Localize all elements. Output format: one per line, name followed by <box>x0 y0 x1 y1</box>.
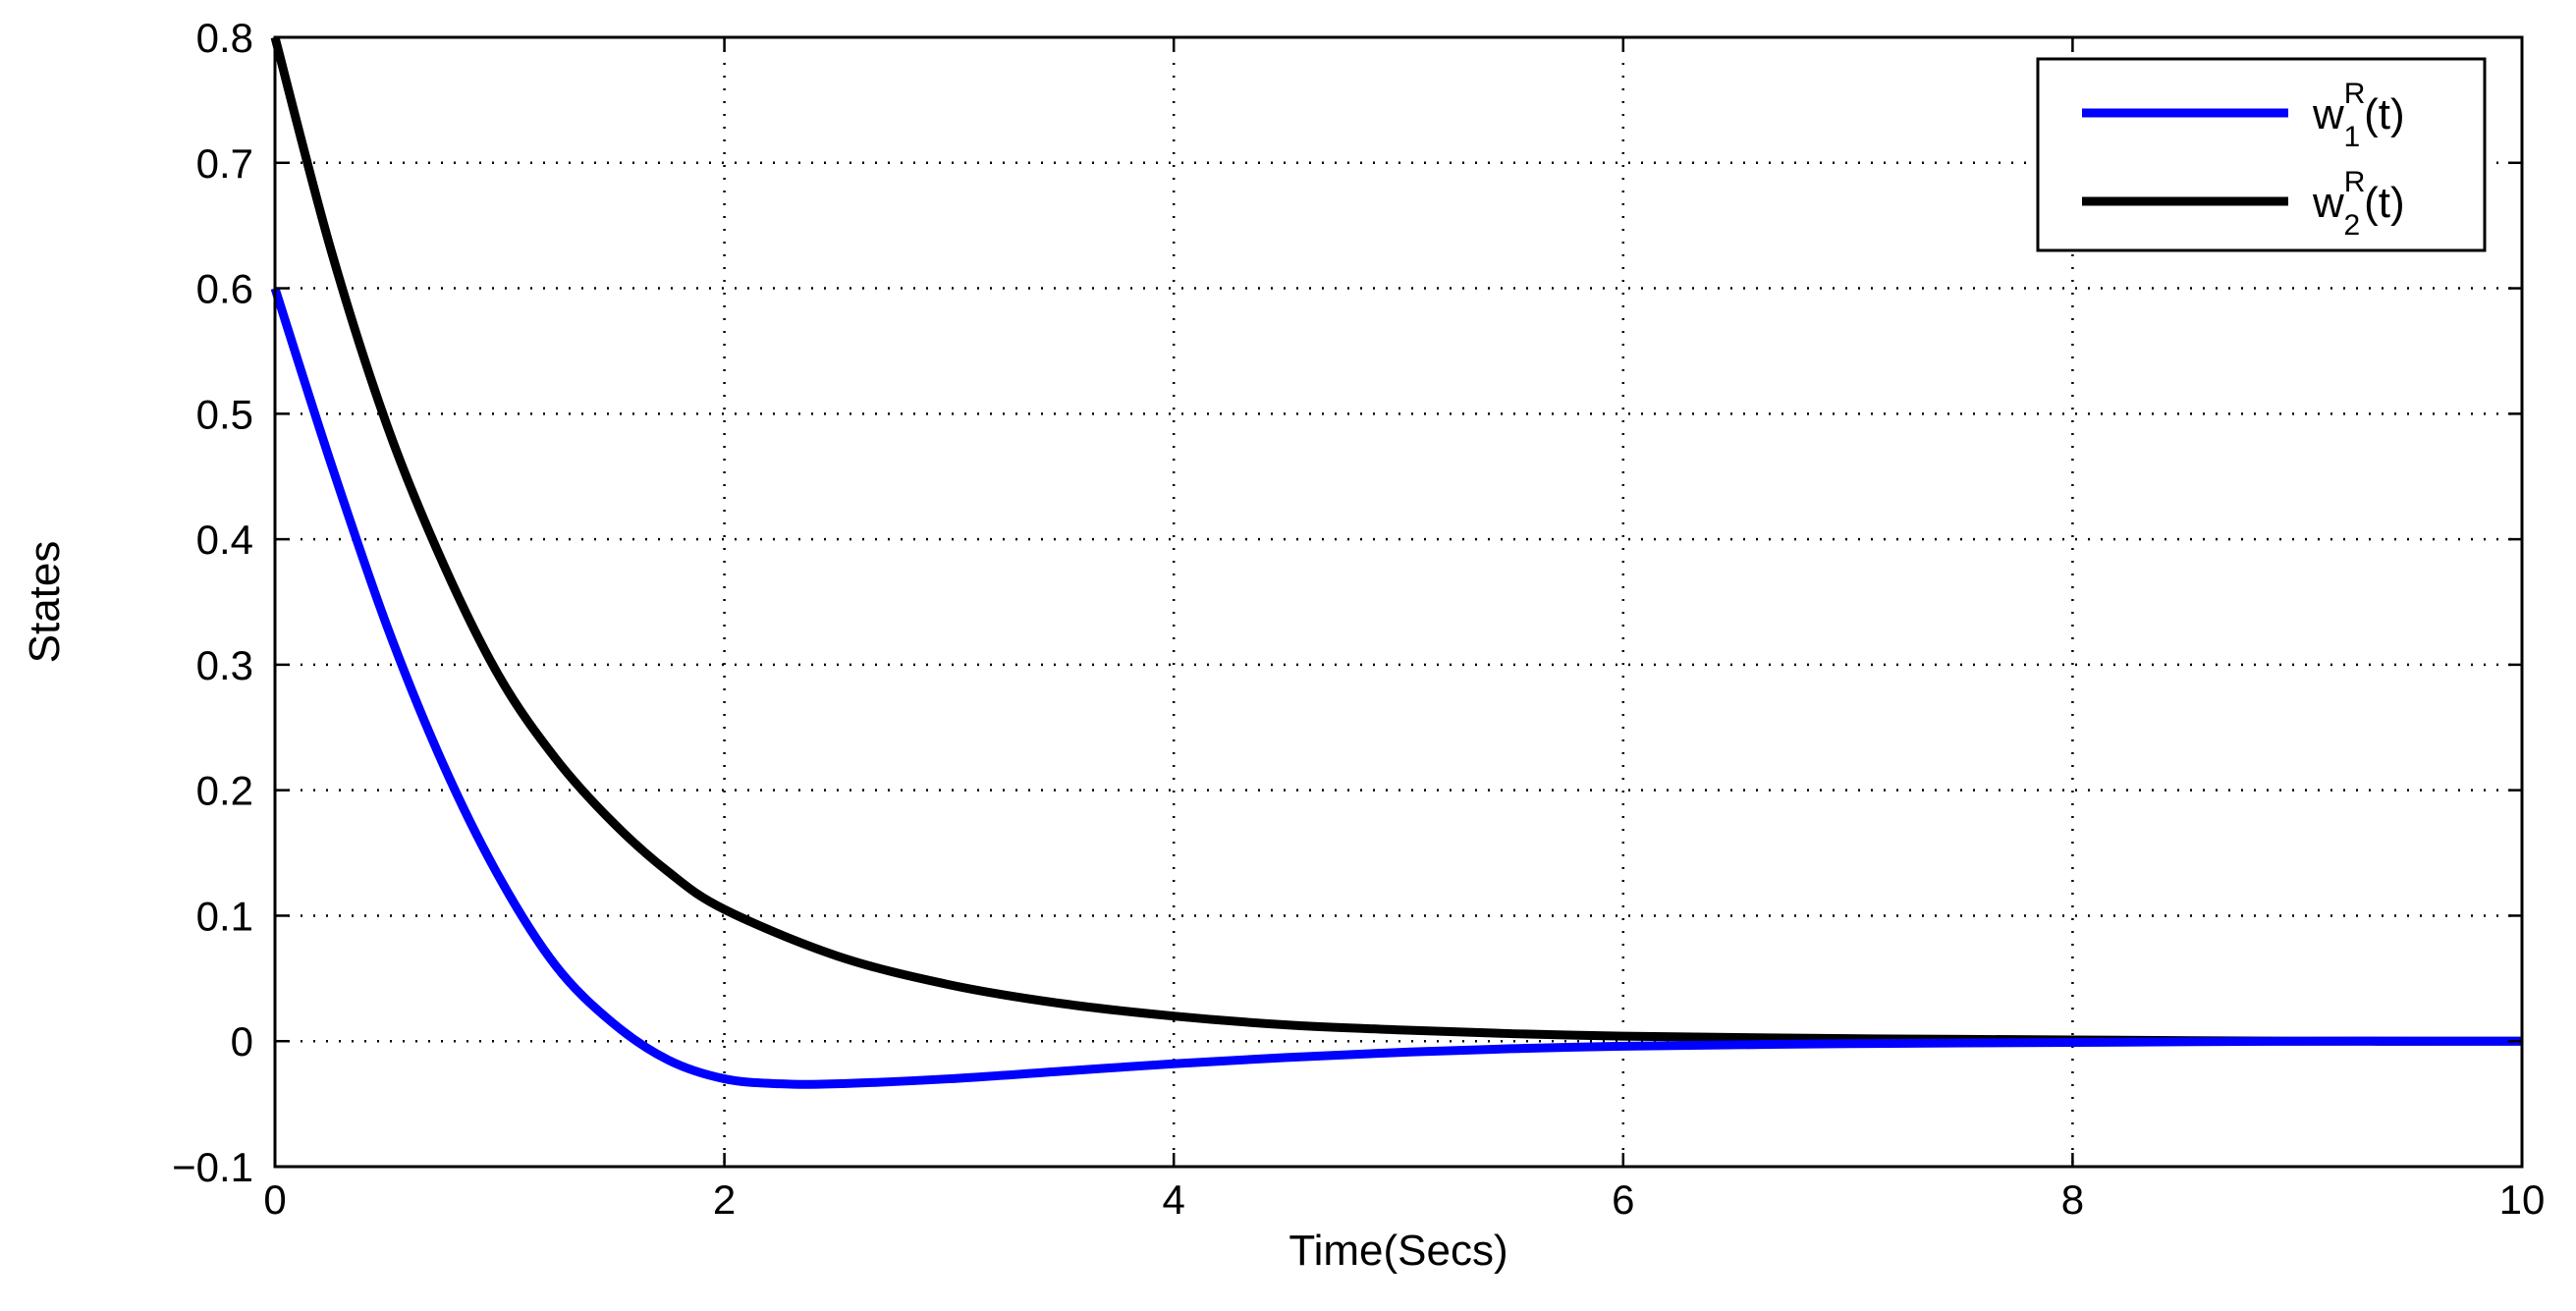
y-tick-label: 0.5 <box>196 391 253 437</box>
legend-box <box>2036 57 2487 252</box>
y-tick-label: −0.1 <box>172 1144 253 1190</box>
tick-labels: 0 2 4 6 8 10−0.100.10.20.30.40.50.60.70.8 <box>172 15 2545 1223</box>
x-axis-label: Time(Secs) <box>1288 1227 1507 1275</box>
plot-frame <box>273 35 2524 1169</box>
series-lines <box>270 35 2523 1089</box>
y-tick-label: 0.4 <box>196 517 253 563</box>
x-tick-label: 8 <box>2061 1176 2084 1223</box>
x-tick-label: 4 <box>1163 1176 1185 1223</box>
y-tick-label: 0.7 <box>196 140 253 187</box>
legend: wR 1(t) wR 2(t) <box>2036 57 2487 252</box>
x-tick-label: 0 <box>263 1176 286 1223</box>
legend-label-2: wR 2(t) <box>2312 166 2405 242</box>
grid-lines <box>275 37 2522 1167</box>
x-tick-label: 6 <box>1612 1176 1634 1223</box>
y-tick-label: 0.2 <box>196 768 253 814</box>
x-tick-label: 10 <box>2499 1176 2546 1223</box>
x-tick-label: 2 <box>713 1176 736 1223</box>
y-tick-label: 0.3 <box>196 642 253 688</box>
y-tick-label: 0 <box>231 1018 253 1065</box>
y-tick-label: 0.8 <box>196 15 253 61</box>
series-line-1 <box>270 287 2523 1089</box>
y-tick-label: 0.6 <box>196 266 253 312</box>
y-tick-label: 0.1 <box>196 893 253 939</box>
axis-ticks <box>273 35 2524 1169</box>
legend-label-1: wR 1(t) <box>2312 78 2405 153</box>
y-axis-label: States <box>21 541 69 664</box>
